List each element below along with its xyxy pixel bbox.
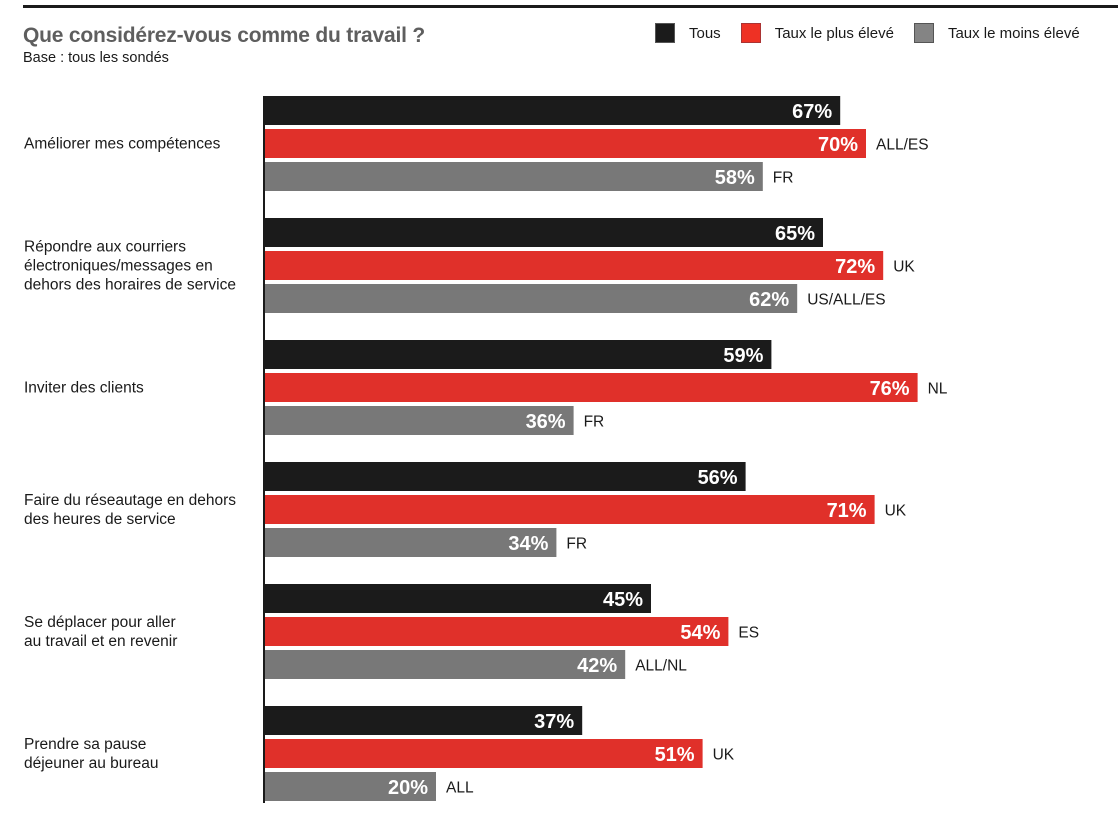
category-label: Prendre sa pause [24, 736, 146, 753]
bar-value-label: 76% [870, 378, 910, 400]
category-label: des heures de service [24, 511, 176, 528]
country-label: ALL [446, 780, 474, 797]
legend-item-min: Taux le moins élevé [913, 23, 1080, 43]
category-label: Inviter des clients [24, 380, 144, 397]
bar-value-label: 56% [698, 467, 738, 489]
country-label: ALL/ES [876, 137, 929, 154]
bar-value-label: 62% [749, 289, 789, 311]
bar-max [264, 373, 918, 402]
bar-min [264, 650, 626, 679]
country-label: FR [584, 414, 605, 431]
bar-value-label: 51% [655, 744, 695, 766]
bar-value-label: 71% [827, 500, 867, 522]
category-label: Se déplacer pour aller [24, 614, 176, 631]
bar-value-label: 65% [775, 223, 815, 245]
country-label: FR [566, 536, 587, 553]
legend-label-max: Taux le plus élevé [774, 24, 894, 42]
bar-max [264, 739, 703, 768]
legend-swatch-min [913, 23, 934, 43]
country-label: FR [773, 170, 794, 187]
country-label: UK [885, 503, 907, 520]
top-rule [23, 5, 1118, 8]
country-label: ALL/NL [635, 658, 687, 675]
legend: Tous Taux le plus élevé Taux le moins él… [655, 23, 1080, 43]
bar-tous [264, 584, 651, 613]
bar-min [264, 406, 574, 435]
bar-tous [264, 340, 772, 369]
bar-min [264, 162, 763, 191]
category-label: Faire du réseautage en dehors [24, 492, 236, 509]
chart-title: Que considérez-vous comme du travail ? [23, 24, 426, 47]
category-label: Répondre aux courriers [24, 239, 186, 256]
bar-tous [264, 462, 746, 491]
bar-min [264, 284, 798, 313]
legend-label-tous: Tous [689, 24, 721, 42]
bar-tous [264, 706, 583, 735]
country-label: ES [738, 625, 759, 642]
bar-value-label: 42% [577, 655, 617, 677]
bar-tous [264, 96, 841, 125]
bar-value-label: 45% [603, 589, 643, 611]
category-label: déjeuner au bureau [24, 755, 158, 772]
bar-value-label: 67% [792, 101, 832, 123]
country-label: NL [928, 381, 948, 398]
bar-max [264, 129, 866, 158]
legend-item-tous: Tous [655, 23, 721, 43]
chart-subtitle: Base : tous les sondés [23, 50, 169, 66]
category-label: dehors des horaires de service [24, 277, 236, 294]
bar-value-label: 34% [508, 533, 548, 555]
bar-value-label: 70% [818, 134, 858, 156]
category-label: Améliorer mes compétences [24, 136, 221, 153]
category-label: électroniques/messages en [24, 258, 213, 275]
country-label: US/ALL/ES [807, 292, 885, 309]
bar-value-label: 37% [534, 711, 574, 733]
legend-label-min: Taux le moins élevé [947, 24, 1080, 42]
bar-value-label: 36% [526, 411, 566, 433]
bar-max [264, 495, 875, 524]
country-label: UK [713, 747, 735, 764]
bar-min [264, 528, 557, 557]
bar-value-label: 59% [723, 345, 763, 367]
legend-item-max: Taux le plus élevé [740, 23, 894, 43]
legend-swatch-max [740, 23, 761, 43]
bar-value-label: 20% [388, 777, 428, 799]
legend-swatch-tous [655, 23, 675, 43]
bar-value-label: 54% [680, 622, 720, 644]
category-label: au travail et en revenir [24, 633, 177, 650]
bar-value-label: 58% [715, 167, 755, 189]
bar-tous [264, 218, 823, 247]
bar-max [264, 617, 729, 646]
bar-value-label: 72% [835, 256, 875, 278]
bar-min [264, 772, 436, 801]
country-label: UK [893, 259, 915, 276]
bar-max [264, 251, 884, 280]
